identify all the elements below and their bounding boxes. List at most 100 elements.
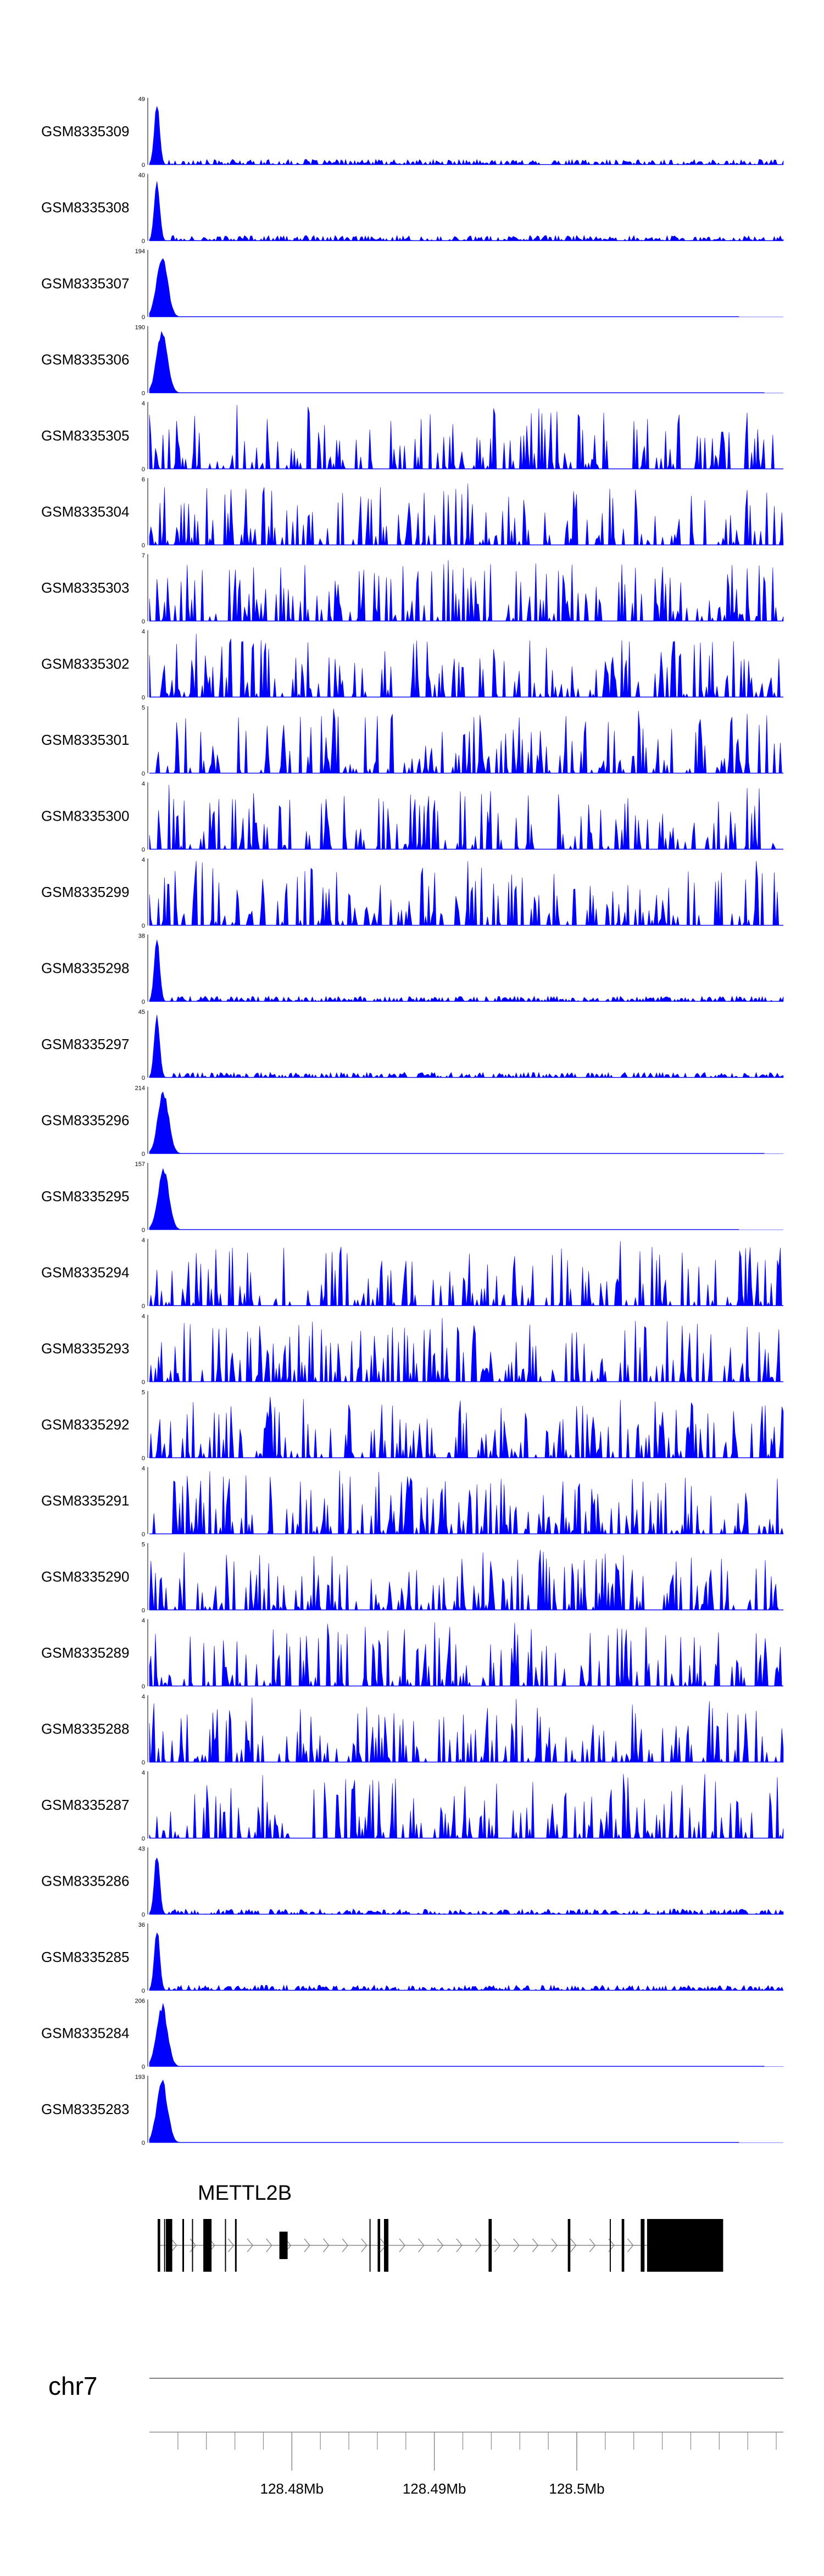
exon: [235, 2219, 237, 2272]
track-GSM8335295: GSM8335295 157 0: [41, 1161, 783, 1234]
track-ymin-label: 0: [142, 162, 145, 169]
track-ymin-label: 0: [142, 771, 145, 777]
track-GSM8335301: GSM8335301 5 0: [41, 705, 783, 777]
track-signal-area: [149, 405, 783, 470]
track-signal-area: [149, 2079, 783, 2143]
track-ymax-label: 4: [142, 400, 145, 407]
track-label: GSM8335289: [41, 1644, 129, 1661]
exon: [641, 2219, 645, 2272]
track-ymax-label: 4: [142, 1465, 145, 1472]
track-GSM8335291: GSM8335291 4 0: [41, 1465, 784, 1538]
track-ymin-label: 0: [142, 1075, 145, 1081]
track-label: GSM8335287: [41, 1797, 129, 1813]
track-ymax-label: 5: [142, 705, 145, 711]
exon: [621, 2219, 625, 2272]
axis-tick-label: 128.48Mb: [260, 2480, 324, 2497]
track-label: GSM8335302: [41, 656, 129, 672]
track-signal-area: [149, 709, 783, 774]
strand-arrow: [304, 2238, 310, 2252]
track-signal-area: [149, 258, 783, 317]
track-GSM8335294: GSM8335294 4 0: [41, 1237, 783, 1310]
track-ymax-label: 190: [135, 325, 145, 331]
track-signal-area: [149, 1622, 783, 1687]
strand-arrow: [361, 2238, 368, 2252]
track-label: GSM8335300: [41, 808, 129, 824]
track-signal-area: [149, 1091, 783, 1154]
track-ymin-label: 0: [142, 2064, 145, 2071]
track-label: GSM8335309: [41, 123, 129, 140]
track-ymin-label: 0: [142, 923, 145, 929]
track-ymin-label: 0: [142, 1760, 145, 1766]
track-signal-area: [149, 861, 783, 927]
track-GSM8335293: GSM8335293 4 0: [41, 1313, 783, 1386]
track-ymax-label: 4: [142, 1313, 145, 1320]
track-GSM8335309: GSM8335309 49 0: [41, 96, 784, 169]
track-label: GSM8335296: [41, 1112, 129, 1129]
strand-arrow: [494, 2238, 501, 2252]
track-label: GSM8335286: [41, 1873, 129, 1889]
track-GSM8335285: GSM8335285 36 0: [41, 1922, 784, 1994]
track-label: GSM8335301: [41, 732, 129, 748]
track-signal-area: [149, 940, 784, 1002]
track-ymax-label: 40: [138, 172, 145, 179]
track-ymin-label: 0: [142, 1531, 145, 1538]
track-label: GSM8335293: [41, 1340, 129, 1357]
exon: [488, 2219, 492, 2272]
strand-arrow: [266, 2238, 272, 2252]
exon: [567, 2219, 571, 2272]
strand-arrow: [513, 2238, 520, 2252]
track-signal-area: [149, 181, 784, 242]
track-ymin-label: 0: [142, 1456, 145, 1462]
track-ymin-label: 0: [142, 543, 145, 549]
track-label: GSM8335295: [41, 1188, 129, 1205]
track-label: GSM8335303: [41, 579, 129, 596]
track-GSM8335300: GSM8335300 4 0: [41, 781, 783, 854]
track-signal-area: [149, 2003, 783, 2067]
track-signal-area: [149, 1241, 783, 1307]
strand-arrow: [323, 2238, 330, 2252]
track-ymax-label: 36: [138, 1922, 145, 1928]
track-ymin-label: 0: [142, 1988, 145, 1994]
track-ymin-label: 0: [142, 238, 145, 245]
track-ymax-label: 157: [135, 1161, 145, 1168]
track-ymin-label: 0: [142, 1379, 145, 1386]
strand-arrow: [551, 2238, 558, 2252]
track-signal-area: [149, 1697, 784, 1763]
track-ymax-label: 193: [135, 2074, 145, 2081]
track-GSM8335297: GSM8335297 45 0: [41, 1009, 784, 1081]
track-ymax-label: 4: [142, 857, 145, 863]
strand-arrow: [589, 2238, 596, 2252]
track-GSM8335299: GSM8335299 4 0: [41, 857, 783, 929]
track-ymax-label: 206: [135, 1998, 145, 2005]
track-ymin-label: 0: [142, 1912, 145, 1919]
track-ymin-label: 0: [142, 1151, 145, 1158]
track-signal-area: [149, 1932, 784, 1992]
track-signal-area: [149, 483, 784, 546]
strand-arrow: [227, 2238, 235, 2252]
track-signal-area: [149, 331, 783, 393]
exon: [158, 2219, 160, 2272]
track-signal-area: [149, 1014, 784, 1079]
track-ymin-label: 0: [142, 314, 145, 321]
strand-arrow: [456, 2238, 463, 2252]
track-signal-area: [149, 560, 784, 622]
track-ymin-label: 0: [142, 1608, 145, 1614]
track-ymin-label: 0: [142, 999, 145, 1006]
track-ymax-label: 194: [135, 248, 145, 255]
track-signal-area: [149, 633, 783, 698]
track-GSM8335283: GSM8335283 193 0: [41, 2074, 783, 2146]
track-label: GSM8335299: [41, 884, 129, 900]
track-ymax-label: 4: [142, 629, 145, 635]
track-ymax-label: 4: [142, 781, 145, 788]
chromosome-track: chr7: [48, 2372, 783, 2400]
track-GSM8335305: GSM8335305 4 0: [41, 400, 783, 473]
track-signal-area: [149, 1549, 783, 1610]
track-label: GSM8335304: [41, 504, 129, 520]
track-label: GSM8335283: [41, 2101, 129, 2117]
track-signal-area: [149, 1168, 783, 1230]
track-ymin-label: 0: [142, 466, 145, 473]
track-signal-area: [149, 1318, 783, 1382]
track-label: GSM8335285: [41, 1949, 129, 1965]
strand-arrow: [247, 2238, 254, 2252]
axis-tick-label: 128.49Mb: [403, 2480, 466, 2497]
